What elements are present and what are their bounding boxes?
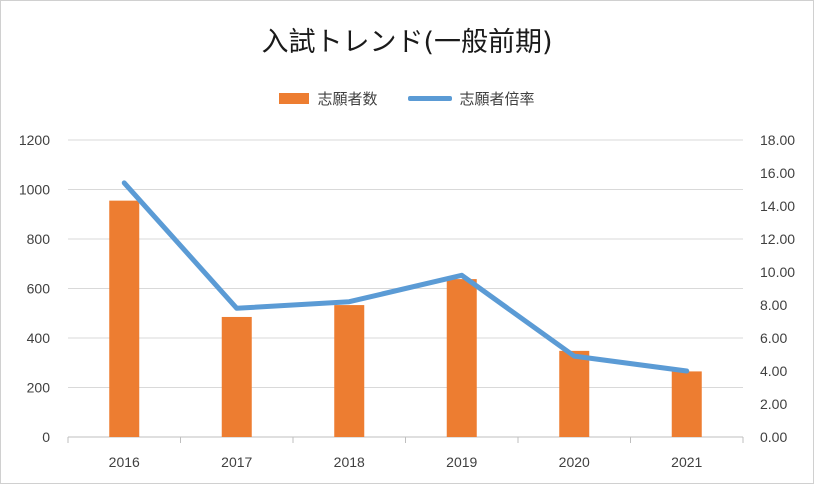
y-left-tick-label: 400 — [27, 330, 51, 346]
legend-label-line: 志願者倍率 — [459, 90, 535, 108]
y-left-tick-label: 600 — [27, 281, 51, 297]
y-right-tick-label: 18.00 — [760, 132, 795, 148]
legend: 志願者数 志願者倍率 — [0, 88, 814, 109]
y-right-tick-label: 10.00 — [760, 264, 795, 280]
legend-label-bar: 志願者数 — [317, 90, 378, 108]
x-tick-label: 2019 — [446, 454, 477, 470]
x-tick-label: 2018 — [334, 454, 365, 470]
y-right-tick-label: 0.00 — [760, 429, 787, 445]
legend-item-bar: 志願者数 — [279, 88, 378, 109]
x-tick-label: 2021 — [671, 454, 702, 470]
y-right-tick-label: 16.00 — [760, 165, 795, 181]
bar — [334, 305, 365, 437]
x-tick-label: 2016 — [109, 454, 140, 470]
legend-swatch-line — [407, 96, 452, 101]
y-right-tick-label: 12.00 — [760, 231, 795, 247]
x-tick-label: 2020 — [559, 454, 590, 470]
legend-swatch-bar — [279, 93, 310, 104]
y-left-tick-label: 800 — [27, 231, 51, 247]
bar — [221, 316, 252, 437]
y-left-tick-label: 0 — [42, 429, 50, 445]
bar — [109, 200, 140, 437]
x-tick-label: 2017 — [221, 454, 252, 470]
y-left-tick-label: 200 — [27, 380, 51, 396]
y-right-tick-label: 8.00 — [760, 297, 787, 313]
y-right-tick-label: 14.00 — [760, 198, 795, 214]
y-right-tick-label: 4.00 — [760, 363, 787, 379]
bar — [446, 279, 477, 437]
bar — [671, 371, 702, 437]
bar — [559, 350, 590, 437]
y-right-tick-label: 6.00 — [760, 330, 787, 346]
legend-item-line: 志願者倍率 — [407, 88, 535, 109]
series-line — [121, 180, 690, 374]
y-left-tick-label: 1200 — [19, 132, 50, 148]
y-left-tick-label: 1000 — [19, 182, 50, 198]
chart-title: 入試トレンド(一般前期) — [261, 27, 553, 58]
y-right-tick-label: 2.00 — [760, 396, 787, 412]
